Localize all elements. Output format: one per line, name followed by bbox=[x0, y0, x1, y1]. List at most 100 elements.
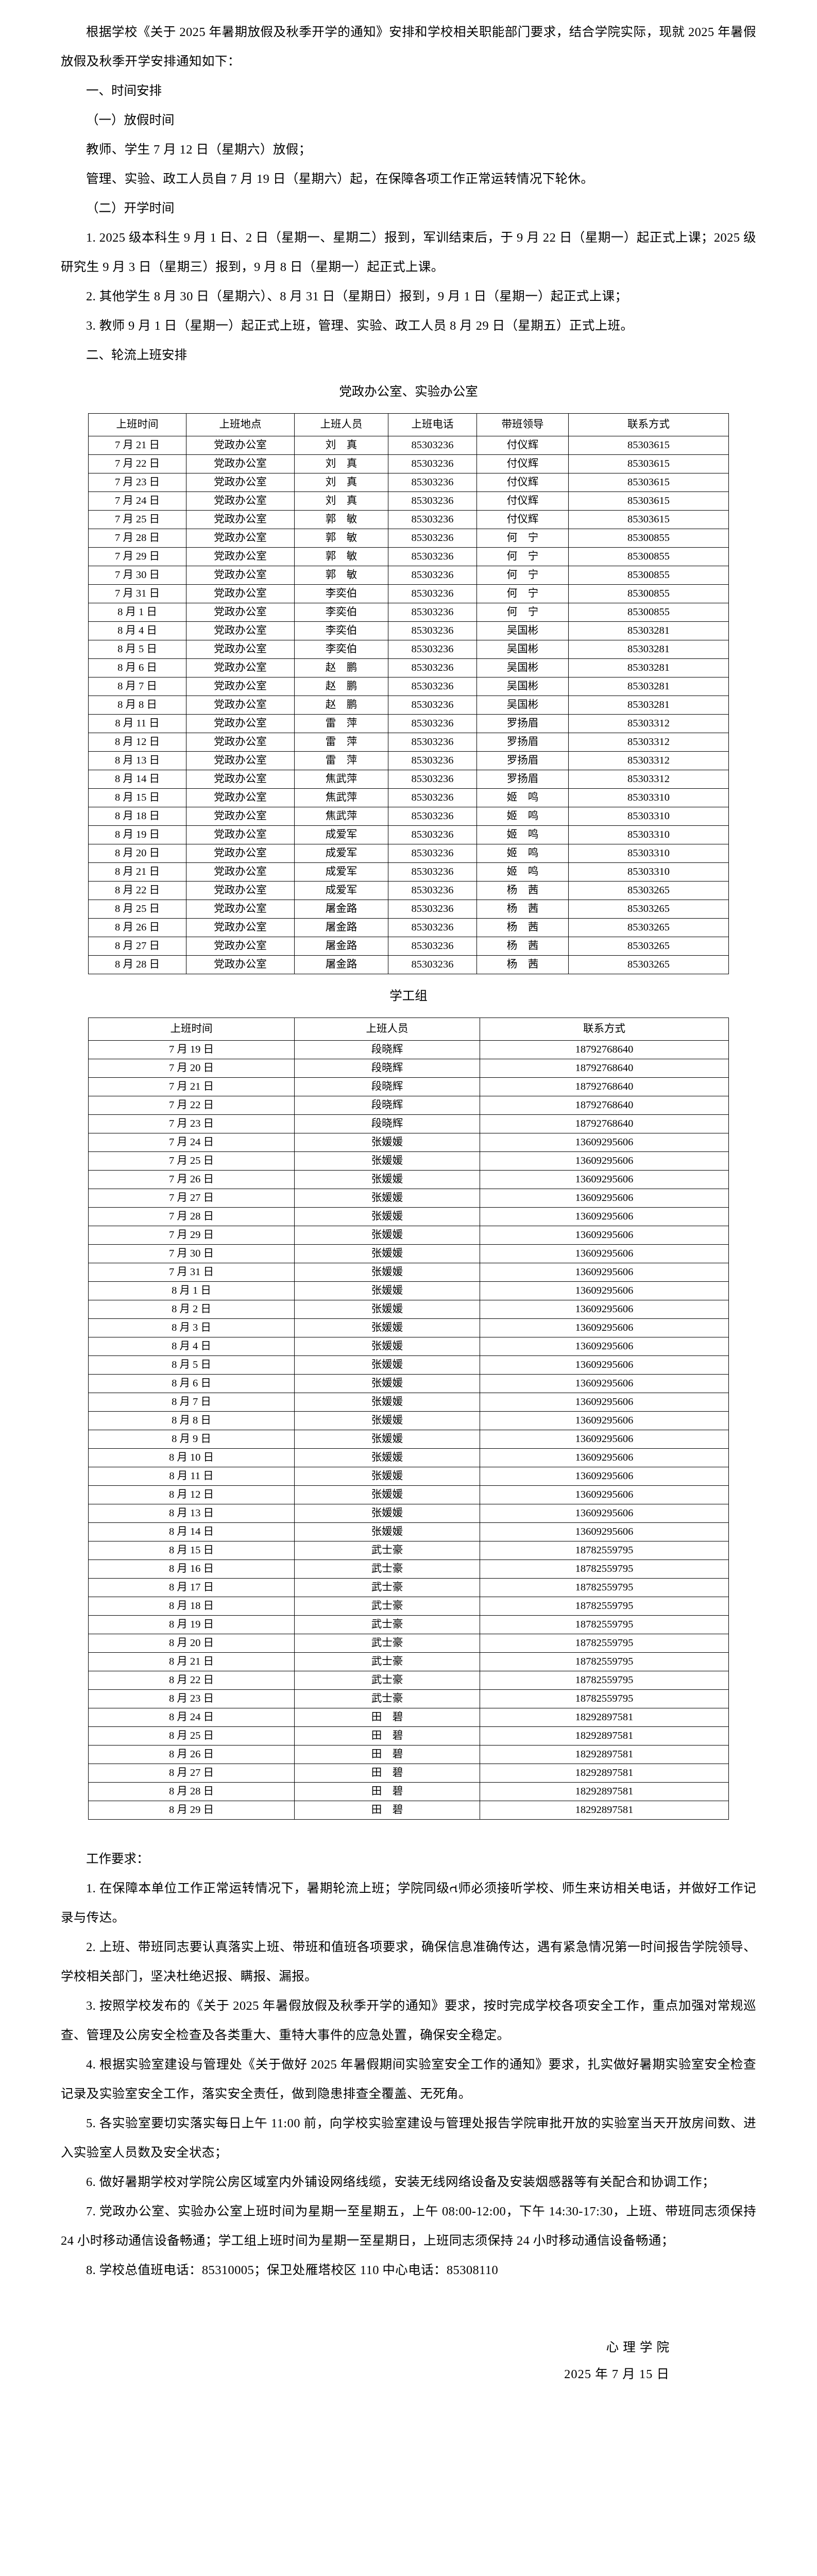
cell-shift-date: 7 月 22 日 bbox=[88, 1096, 295, 1115]
cell-shift-staff: 雷 萍 bbox=[294, 733, 388, 752]
cell-shift-date: 7 月 29 日 bbox=[88, 1226, 295, 1245]
cell-duty-leader: 杨 茜 bbox=[476, 900, 569, 919]
cell-shift-date: 8 月 4 日 bbox=[88, 621, 186, 640]
cell-contact: 13609295606 bbox=[480, 1207, 729, 1226]
cell-shift-staff: 赵 鹏 bbox=[294, 677, 388, 696]
cell-duty-leader: 姬 鸣 bbox=[476, 844, 569, 863]
cell-contact: 18292897581 bbox=[480, 1708, 729, 1727]
table-row: 8 月 24 日田 碧 18292897581 bbox=[88, 1708, 729, 1727]
cell-contact: 13609295606 bbox=[480, 1189, 729, 1208]
cell-duty-leader: 付仪辉 bbox=[476, 454, 569, 473]
cell-contact: 85300855 bbox=[568, 566, 729, 585]
cell-duty-leader: 杨 茜 bbox=[476, 881, 569, 900]
table2-head: 上班时间 上班人员 联系方式 bbox=[88, 1018, 729, 1041]
cell-duty-leader: 何 宁 bbox=[476, 529, 569, 548]
cell-contact: 85303310 bbox=[568, 807, 729, 826]
cell-shift-staff: 成爱军 bbox=[294, 881, 388, 900]
cell-shift-location: 党政办公室 bbox=[186, 547, 295, 566]
cell-contact: 13609295606 bbox=[480, 1133, 729, 1152]
cell-shift-staff: 张媛媛 bbox=[294, 1244, 480, 1263]
subsection-heading-start-time: （二）开学时间 bbox=[86, 201, 175, 215]
cell-shift-phone: 85303236 bbox=[388, 640, 477, 659]
cell-shift-staff: 张媛媛 bbox=[294, 1411, 480, 1430]
cell-shift-date: 7 月 28 日 bbox=[88, 529, 186, 548]
cell-contact: 18782559795 bbox=[480, 1541, 729, 1560]
cell-shift-location: 党政办公室 bbox=[186, 714, 295, 733]
cell-shift-date: 8 月 1 日 bbox=[88, 603, 186, 622]
cell-shift-date: 7 月 31 日 bbox=[88, 584, 186, 603]
cell-shift-date: 7 月 25 日 bbox=[88, 510, 186, 529]
cell-shift-staff: 田 碧 bbox=[294, 1745, 480, 1764]
cell-shift-date: 8 月 1 日 bbox=[88, 1281, 295, 1300]
cell-shift-location: 党政办公室 bbox=[186, 862, 295, 882]
th-contact: 联系方式 bbox=[568, 413, 729, 436]
cell-contact: 18292897581 bbox=[480, 1782, 729, 1801]
table-row: 8 月 7 日张媛媛 13609295606 bbox=[88, 1393, 729, 1412]
cell-shift-location: 党政办公室 bbox=[186, 881, 295, 900]
cell-shift-date: 7 月 21 日 bbox=[88, 1077, 295, 1096]
table-row: 7 月 22 日段晓辉 18792768640 bbox=[88, 1096, 729, 1115]
cell-shift-staff: 张媛媛 bbox=[294, 1207, 480, 1226]
cell-shift-date: 8 月 23 日 bbox=[88, 1689, 295, 1708]
cell-shift-staff: 张媛媛 bbox=[294, 1485, 480, 1504]
th2-shift-staff: 上班人员 bbox=[294, 1018, 480, 1041]
cell-shift-staff: 田 碧 bbox=[294, 1782, 480, 1801]
cell-shift-phone: 85303236 bbox=[388, 807, 477, 826]
cell-contact: 85303265 bbox=[568, 918, 729, 937]
cell-shift-date: 7 月 23 日 bbox=[88, 1114, 295, 1133]
cell-shift-location: 党政办公室 bbox=[186, 696, 295, 715]
table-row: 7 月 19 日段晓辉 18792768640 bbox=[88, 1040, 729, 1059]
cell-shift-date: 7 月 25 日 bbox=[88, 1151, 295, 1171]
requirement-item-3: 3. 按照学校发布的《关于 2025 年暑假放假及秋季开学的通知》要求，按时完成… bbox=[61, 1999, 756, 2042]
cell-contact: 18792768640 bbox=[480, 1096, 729, 1115]
table-row: 8 月 3 日张媛媛 13609295606 bbox=[88, 1318, 729, 1337]
cell-contact: 85303615 bbox=[568, 492, 729, 511]
table1-head: 上班时间 上班地点 上班人员 上班电话 带班领导 联系方式 bbox=[88, 413, 729, 436]
cell-shift-date: 8 月 9 日 bbox=[88, 1430, 295, 1449]
cell-contact: 18792768640 bbox=[480, 1040, 729, 1059]
cell-shift-date: 8 月 8 日 bbox=[88, 1411, 295, 1430]
table-row: 7 月 24 日张媛媛 13609295606 bbox=[88, 1133, 729, 1152]
cell-shift-date: 8 月 18 日 bbox=[88, 1597, 295, 1616]
cell-shift-staff: 李奕伯 bbox=[294, 603, 388, 622]
table-row: 8 月 15 日武士豪 18782559795 bbox=[88, 1541, 729, 1560]
cell-shift-date: 7 月 30 日 bbox=[88, 566, 186, 585]
cell-shift-date: 8 月 19 日 bbox=[88, 1615, 295, 1634]
cell-contact: 13609295606 bbox=[480, 1151, 729, 1171]
cell-shift-date: 8 月 19 日 bbox=[88, 825, 186, 844]
cell-contact: 85303265 bbox=[568, 900, 729, 919]
table-row: 8 月 18 日党政办公室 焦武萍 85303236 姬 鸣 85303310 bbox=[88, 807, 729, 826]
cell-contact: 85303615 bbox=[568, 454, 729, 473]
cell-shift-date: 8 月 12 日 bbox=[88, 733, 186, 752]
cell-shift-staff: 武士豪 bbox=[294, 1560, 480, 1579]
cell-contact: 85303312 bbox=[568, 733, 729, 752]
cell-contact: 13609295606 bbox=[480, 1355, 729, 1375]
subsection-heading-holiday-time: （一）放假时间 bbox=[86, 113, 175, 127]
cell-contact: 13609295606 bbox=[480, 1430, 729, 1449]
cell-contact: 85303615 bbox=[568, 510, 729, 529]
th-shift-phone: 上班电话 bbox=[388, 413, 477, 436]
cell-shift-phone: 85303236 bbox=[388, 566, 477, 585]
cell-duty-leader: 何 宁 bbox=[476, 547, 569, 566]
cell-contact: 13609295606 bbox=[480, 1337, 729, 1356]
cell-contact: 85303310 bbox=[568, 825, 729, 844]
cell-contact: 13609295606 bbox=[480, 1448, 729, 1467]
cell-shift-staff: 郭 敏 bbox=[294, 529, 388, 548]
cell-contact: 85300855 bbox=[568, 529, 729, 548]
cell-shift-phone: 85303236 bbox=[388, 584, 477, 603]
cell-contact: 18792768640 bbox=[480, 1077, 729, 1096]
cell-shift-location: 党政办公室 bbox=[186, 584, 295, 603]
cell-shift-staff: 武士豪 bbox=[294, 1597, 480, 1616]
cell-shift-staff: 段晓辉 bbox=[294, 1040, 480, 1059]
cell-shift-staff: 焦武萍 bbox=[294, 807, 388, 826]
cell-shift-phone: 85303236 bbox=[388, 825, 477, 844]
cell-shift-staff: 张媛媛 bbox=[294, 1467, 480, 1486]
cell-shift-location: 党政办公室 bbox=[186, 677, 295, 696]
cell-shift-staff: 成爱军 bbox=[294, 844, 388, 863]
cell-shift-phone: 85303236 bbox=[388, 881, 477, 900]
cell-shift-date: 8 月 22 日 bbox=[88, 1671, 295, 1690]
requirement-item-2: 2. 上班、带班同志要认真落实上班、带班和值班各项要求，确保信息准确传达，遇有紧… bbox=[61, 1940, 756, 1984]
cell-shift-staff: 武士豪 bbox=[294, 1652, 480, 1671]
table-row: 8 月 8 日张媛媛 13609295606 bbox=[88, 1411, 729, 1430]
cell-shift-date: 8 月 20 日 bbox=[88, 1634, 295, 1653]
